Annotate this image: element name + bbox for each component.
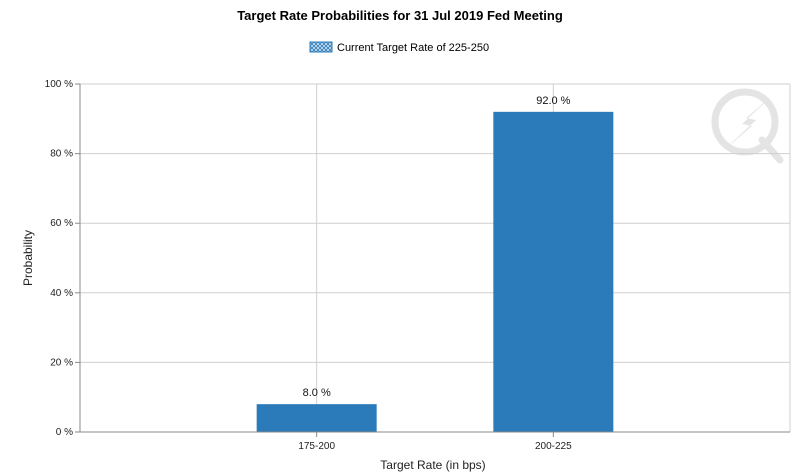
bar-175-200 xyxy=(256,404,377,432)
y-tick-label: 0 % xyxy=(56,427,73,438)
y-axis-title: Probability xyxy=(21,230,35,286)
legend: Current Target Rate of 225-250 xyxy=(309,41,489,54)
bar-value-label: 8.0 % xyxy=(303,387,331,399)
watermark-logo-icon xyxy=(711,88,784,164)
y-tick-label: 80 % xyxy=(50,149,73,160)
y-tick-label: 60 % xyxy=(50,218,73,229)
chart-title: Target Rate Probabilities for 31 Jul 201… xyxy=(237,8,563,23)
y-tick-label: 20 % xyxy=(50,357,73,368)
y-tick-label: 100 % xyxy=(45,79,73,90)
x-tick-label: 175-200 xyxy=(298,441,335,452)
x-axis-title: Target Rate (in bps) xyxy=(380,458,485,472)
bars: 8.0 % 92.0 % xyxy=(256,95,614,432)
legend-label: Current Target Rate of 225-250 xyxy=(337,42,489,54)
bar-200-225 xyxy=(493,111,614,432)
x-tick-label: 200-225 xyxy=(535,441,572,452)
y-axis-ticks: 0 % 20 % 40 % 60 % 80 % 100 % xyxy=(45,79,80,438)
gridlines xyxy=(80,83,791,432)
legend-swatch xyxy=(309,41,333,53)
y-tick-label: 40 % xyxy=(50,288,73,299)
bar-value-label: 92.0 % xyxy=(536,95,570,107)
x-axis-ticks: 175-200 200-225 xyxy=(298,432,572,452)
